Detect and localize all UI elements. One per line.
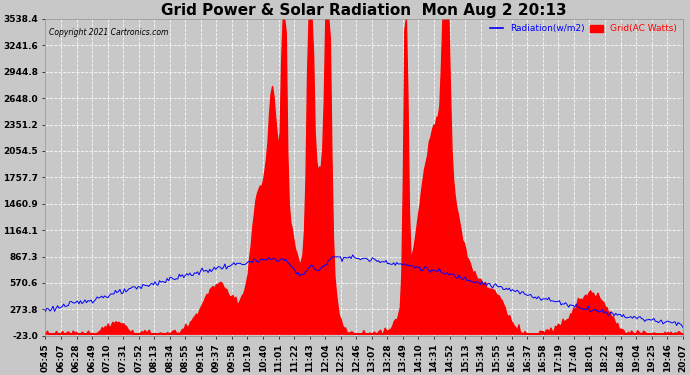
Legend: Radiation(w/m2), Grid(AC Watts): Radiation(w/m2), Grid(AC Watts): [486, 21, 681, 37]
Text: Copyright 2021 Cartronics.com: Copyright 2021 Cartronics.com: [48, 28, 168, 38]
Title: Grid Power & Solar Radiation  Mon Aug 2 20:13: Grid Power & Solar Radiation Mon Aug 2 2…: [161, 3, 567, 18]
